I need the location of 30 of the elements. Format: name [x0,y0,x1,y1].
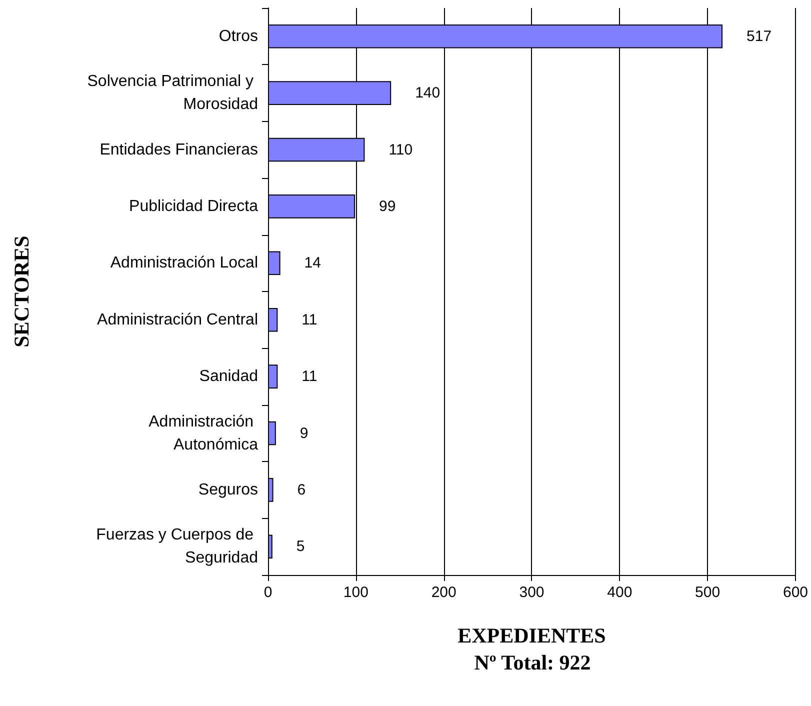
y-axis-title: SECTORES [10,236,34,348]
data-label: 517 [746,28,772,45]
data-label: 99 [379,198,396,215]
x-tick-label: 200 [431,584,456,601]
y-tick-label: Fuerzas y Cuerpos de Seguridad [96,526,258,567]
x-tick-label: 400 [607,584,632,601]
y-tick-label: Publicidad Directa [129,198,258,215]
x-axis-title: EXPEDIENTES [458,624,606,648]
data-label: 5 [296,538,305,556]
text: Nº Total: 922 [474,650,591,674]
y-tick-label: Administración Autonómica [148,413,258,454]
y-tick-label: Administración Local [110,254,258,272]
data-label: 11 [302,311,318,328]
data-label: 140 [415,84,440,102]
data-label: 6 [297,481,306,498]
data-label: 14 [304,254,321,272]
y-tick-label: Administración Central [97,311,258,328]
x-tick-label: 600 [782,584,808,601]
x-tick-label: 300 [519,584,544,601]
data-label: 110 [388,141,413,158]
y-tick-label: Otros [218,28,258,45]
y-tick-label: Sanidad [199,368,258,386]
data-label: 9 [300,424,308,442]
y-tick-label: Seguros [198,481,258,498]
y-tick-label: Solvencia Patrimonial y Morosidad [87,73,258,114]
data-label: 11 [302,368,318,386]
x-tick-label: 100 [343,584,368,601]
y-tick-label: Entidades Financieras [100,141,258,158]
x-tick-label: 500 [695,584,720,601]
x-tick-label: 0 [264,584,272,601]
